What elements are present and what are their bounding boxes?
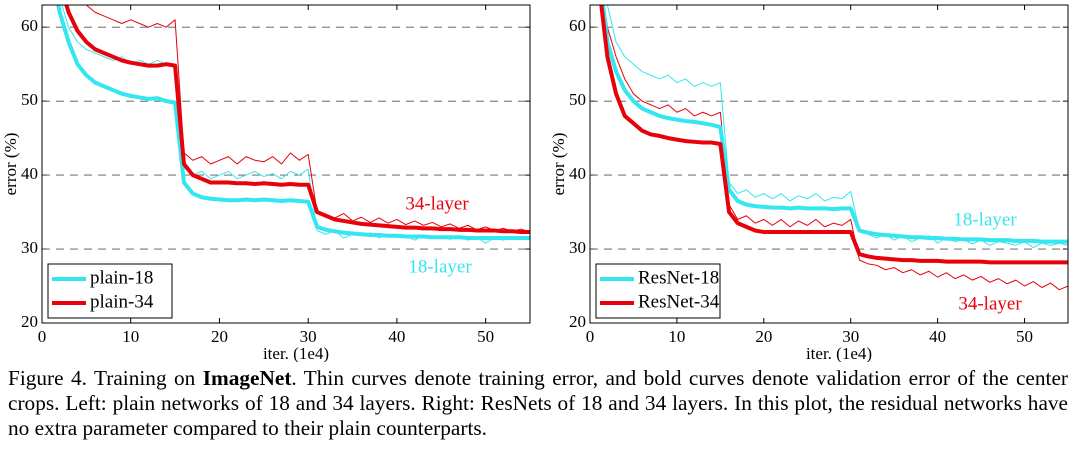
figure: 20 30 40 50 60 0 10 20 30 40 50 iter. (1e4) error (%… bbox=[1, 4, 1069, 362]
y-tick-label: 40 bbox=[569, 164, 586, 183]
x-tick-label: 10 bbox=[668, 327, 685, 346]
y-tick-label: 60 bbox=[569, 16, 586, 35]
x-tick-label: 20 bbox=[211, 327, 228, 346]
x-tick-label: 50 bbox=[477, 327, 494, 346]
annotation: 18-layer bbox=[408, 256, 472, 277]
x-axis-label: iter. (1e4) bbox=[263, 344, 329, 362]
y-tick-label: 50 bbox=[569, 90, 586, 109]
x-axis-label: iter. (1e4) bbox=[806, 344, 872, 362]
legend-label: plain-34 bbox=[90, 291, 154, 312]
annotation: 34-layer bbox=[405, 193, 469, 214]
annotation: 34-layer bbox=[958, 293, 1022, 314]
axes-frame bbox=[589, 4, 1069, 324]
legend-box bbox=[595, 263, 721, 319]
caption: Figure 4. Training on ImageNet. Thin cur… bbox=[8, 366, 1068, 441]
caption-bold: ImageNet bbox=[202, 366, 292, 390]
y-tick-label: 30 bbox=[569, 238, 586, 257]
caption-text: . Thin curves denote training error, and… bbox=[8, 366, 1068, 440]
series-line bbox=[603, 5, 1068, 291]
series-line bbox=[606, 5, 1068, 249]
x-tick-label: 10 bbox=[122, 327, 139, 346]
axes-frame bbox=[41, 4, 531, 324]
legend-box bbox=[47, 263, 173, 319]
plot-area bbox=[599, 5, 1068, 291]
y-tick-label: 20 bbox=[569, 312, 586, 331]
x-tick-label: 40 bbox=[929, 327, 946, 346]
y-tick-label: 40 bbox=[21, 164, 38, 183]
legend-label: ResNet-34 bbox=[638, 291, 720, 312]
legend-label: ResNet-18 bbox=[638, 267, 719, 288]
x-tick-label: 30 bbox=[842, 327, 859, 346]
y-tick-label: 60 bbox=[21, 16, 38, 35]
x-tick-label: 40 bbox=[388, 327, 405, 346]
series-line bbox=[599, 5, 1068, 265]
y-axis-label: error (%) bbox=[1, 133, 20, 196]
x-tick-label: 0 bbox=[586, 327, 595, 346]
legend-label: plain-18 bbox=[90, 267, 153, 288]
y-tick-label: 20 bbox=[21, 312, 38, 331]
series-line bbox=[85, 5, 530, 233]
y-tick-label: 50 bbox=[21, 90, 38, 109]
series-line bbox=[601, 5, 1068, 244]
x-tick-label: 50 bbox=[1016, 327, 1033, 346]
series-line bbox=[64, 5, 530, 235]
y-axis-label: error (%) bbox=[549, 133, 568, 196]
x-tick-label: 0 bbox=[38, 327, 47, 346]
annotation: 18-layer bbox=[953, 209, 1017, 230]
y-tick-label: 30 bbox=[21, 238, 38, 257]
x-tick-label: 20 bbox=[755, 327, 772, 346]
plot-area bbox=[56, 5, 530, 244]
caption-text: Figure 4. Training on bbox=[8, 366, 203, 390]
x-tick-label: 30 bbox=[300, 327, 317, 346]
series-line bbox=[56, 5, 530, 240]
